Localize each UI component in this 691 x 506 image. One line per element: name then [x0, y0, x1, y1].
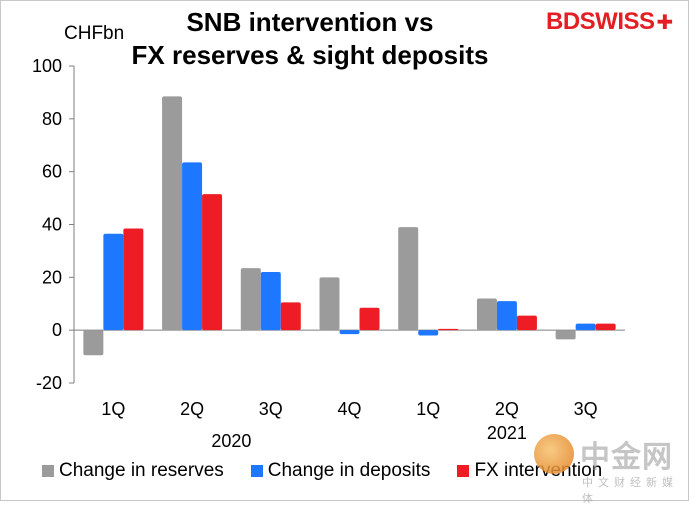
- bar-change-in-reserves-6: [555, 330, 576, 340]
- bar-fx-intervention-3: [359, 307, 380, 331]
- y-tick-label-80: 80: [42, 109, 62, 129]
- legend-swatch-deposits: [250, 465, 263, 477]
- bar-change-in-reserves-2: [240, 268, 261, 331]
- y-axis-unit-label: CHFbn: [64, 23, 125, 44]
- chart-title: SNB intervention vs FX reserves & sight …: [110, 6, 510, 72]
- x-tick-label-3: 4Q: [337, 399, 361, 419]
- bar-change-in-reserves-4: [398, 227, 419, 331]
- y-tick-label-20: 20: [42, 267, 62, 287]
- legend-label-deposits: Change in deposits: [267, 460, 431, 481]
- bar-fx-intervention-4: [438, 328, 459, 331]
- x-tick-label-2: 3Q: [259, 399, 283, 419]
- bar-change-in-deposits-3: [339, 330, 360, 335]
- bar-fx-intervention-0: [123, 228, 144, 331]
- watermark-logo-icon: [534, 434, 574, 474]
- legend-item-reserves: Change in reserves: [42, 460, 224, 482]
- x-tick-label-4: 1Q: [416, 399, 440, 419]
- bar-change-in-deposits-6: [575, 323, 596, 331]
- y-tick-label-60: 60: [42, 162, 62, 182]
- watermark-text: 中金网: [580, 440, 673, 475]
- legend-swatch-intervention: [457, 465, 470, 477]
- bar-fx-intervention-5: [516, 315, 537, 331]
- chart-title-line-2: FX reserves & sight deposits: [131, 40, 489, 70]
- bar-change-in-deposits-5: [496, 301, 517, 331]
- bar-change-in-reserves-5: [476, 298, 497, 331]
- legend-swatch-reserves: [42, 465, 54, 477]
- bdswiss-logo: BDSWISS ✚: [546, 8, 673, 36]
- logo-plus-icon: ✚: [656, 11, 674, 34]
- y-tick-label-40: 40: [42, 215, 62, 235]
- chart-title-line-1: SNB intervention vs: [186, 7, 434, 37]
- legend-label-reserves: Change in reserves: [59, 460, 224, 481]
- x-tick-label-5: 2Q: [495, 399, 519, 419]
- bar-change-in-deposits-4: [418, 330, 439, 336]
- bar-fx-intervention-1: [202, 194, 223, 331]
- x-tick-label-0: 1Q: [101, 399, 125, 419]
- bar-change-in-reserves-3: [319, 277, 340, 331]
- watermark-subtext: 中文财经新媒体: [582, 476, 678, 505]
- x-tick-label-6: 3Q: [574, 399, 598, 419]
- y-tick-label-100: 100: [32, 56, 62, 76]
- year-label-2021: 2021: [487, 423, 527, 443]
- x-tick-label-1: 2Q: [180, 399, 204, 419]
- year-label-2020: 2020: [211, 431, 251, 451]
- bar-change-in-deposits-0: [103, 233, 124, 331]
- y-tick-label-0: 0: [52, 320, 62, 340]
- legend: Change in reserves Change in deposits FX…: [42, 460, 629, 482]
- bar-fx-intervention-6: [595, 323, 616, 331]
- watermark: 中金网 中文财经新媒体: [528, 432, 688, 505]
- bar-change-in-deposits-2: [260, 272, 281, 331]
- y-tick-label--20: -20: [36, 373, 62, 393]
- bar-change-in-deposits-1: [182, 162, 203, 331]
- bar-change-in-reserves-0: [83, 330, 104, 356]
- legend-item-deposits: Change in deposits: [250, 460, 431, 482]
- logo-text: BDSWISS: [546, 8, 655, 35]
- bar-fx-intervention-2: [280, 302, 301, 331]
- bar-change-in-reserves-1: [162, 96, 183, 331]
